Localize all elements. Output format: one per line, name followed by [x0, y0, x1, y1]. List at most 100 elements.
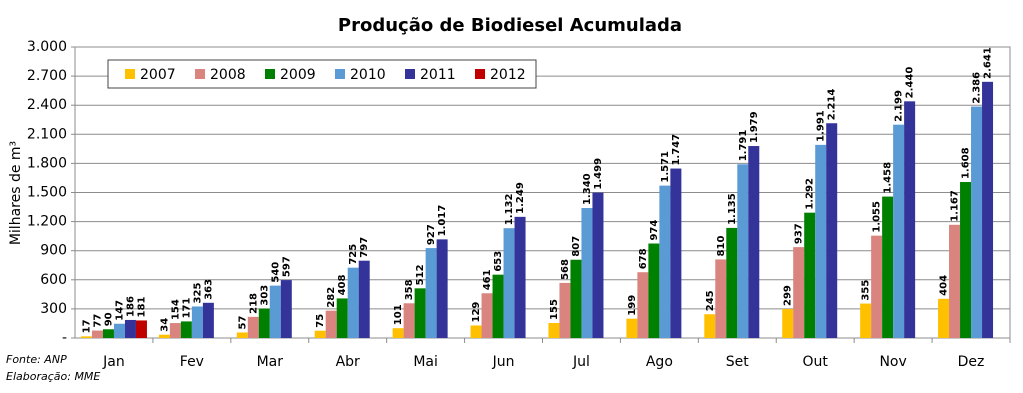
data-label: 355 — [861, 280, 872, 301]
data-label: 101 — [393, 304, 404, 325]
bar — [124, 319, 136, 338]
legend-label: 2010 — [350, 67, 386, 83]
bar — [191, 306, 203, 338]
x-tick-label: Dez — [958, 354, 985, 370]
data-label: 937 — [794, 223, 805, 244]
legend-swatch — [265, 69, 275, 79]
bar — [392, 328, 404, 338]
legend-label: 2007 — [140, 67, 176, 83]
legend-swatch — [475, 69, 485, 79]
bar — [91, 330, 103, 338]
y-axis-label: Milhares de m³ — [8, 141, 24, 245]
bar — [793, 247, 805, 338]
bar — [325, 310, 337, 338]
data-label: 2.199 — [894, 90, 905, 122]
bar — [180, 321, 192, 338]
data-label: 540 — [270, 262, 281, 283]
legend-label: 2012 — [490, 67, 526, 83]
bar — [403, 303, 415, 338]
data-label: 725 — [348, 244, 359, 265]
bar — [347, 267, 359, 338]
x-tick-label: Fev — [180, 354, 204, 370]
data-label: 1.791 — [738, 130, 749, 162]
bar — [748, 146, 760, 338]
bar — [202, 302, 214, 338]
bar — [659, 185, 671, 338]
data-label: 1.132 — [504, 194, 515, 226]
bar — [280, 280, 292, 338]
legend-swatch — [405, 69, 415, 79]
bar — [637, 272, 649, 338]
bar — [581, 208, 593, 338]
data-label: 77 — [92, 314, 103, 328]
data-label: 1.747 — [671, 134, 682, 166]
data-label: 2.641 — [983, 47, 994, 79]
data-label: 1.458 — [883, 162, 894, 194]
bar — [236, 332, 248, 338]
bar — [815, 144, 827, 338]
bar — [548, 322, 560, 338]
x-tick-label: Ago — [646, 354, 673, 370]
bar — [670, 168, 682, 338]
data-label: 653 — [493, 251, 504, 272]
data-label: 678 — [638, 248, 649, 269]
data-label: 512 — [415, 264, 426, 285]
bar — [559, 282, 571, 338]
bar — [80, 336, 92, 338]
bar — [804, 212, 816, 338]
legend-swatch — [335, 69, 345, 79]
legend-label: 2011 — [420, 67, 456, 83]
data-label: 17 — [81, 319, 92, 333]
y-tick-label: - — [62, 330, 67, 346]
x-tick-label: Out — [803, 354, 829, 370]
bar — [860, 303, 872, 338]
data-label: 129 — [471, 302, 482, 323]
data-label: 408 — [337, 275, 348, 296]
y-tick-label: 600 — [40, 272, 67, 288]
data-label: 1.167 — [950, 190, 961, 222]
bar — [169, 323, 181, 338]
y-tick-label: 1.800 — [27, 155, 67, 171]
bar — [514, 216, 526, 338]
x-tick-label: Jan — [102, 354, 125, 370]
y-tick-label: 2.700 — [27, 68, 67, 84]
bar — [102, 329, 114, 338]
bar — [938, 298, 950, 338]
bar — [336, 298, 348, 338]
data-label: 282 — [326, 287, 337, 308]
data-label: 1.249 — [515, 182, 526, 214]
x-tick-label: Set — [726, 354, 750, 370]
data-label: 404 — [939, 275, 950, 296]
bar — [414, 288, 426, 338]
data-label: 1.979 — [749, 111, 760, 143]
bar — [113, 323, 125, 338]
bar — [492, 274, 504, 338]
bar — [503, 228, 515, 338]
data-label: 299 — [783, 285, 794, 306]
bar — [570, 259, 582, 338]
data-label: 186 — [125, 296, 136, 317]
bar — [949, 224, 961, 338]
bar — [871, 235, 883, 338]
legend-swatch — [125, 69, 135, 79]
data-label: 1.017 — [437, 205, 448, 237]
legend-swatch — [195, 69, 205, 79]
bar — [882, 196, 894, 338]
data-label: 568 — [560, 259, 571, 280]
data-label: 1.292 — [805, 178, 816, 210]
data-label: 1.571 — [660, 151, 671, 183]
data-label: 807 — [571, 236, 582, 257]
legend-label: 2009 — [280, 67, 316, 83]
data-label: 461 — [482, 269, 493, 290]
data-label: 2.440 — [905, 67, 916, 99]
data-label: 325 — [192, 283, 203, 304]
data-label: 57 — [237, 316, 248, 330]
data-label: 797 — [359, 237, 370, 258]
bar — [737, 164, 749, 338]
bar — [470, 325, 482, 338]
legend-box — [107, 59, 537, 89]
data-label: 1.135 — [727, 193, 738, 225]
data-label: 1.340 — [582, 173, 593, 205]
data-label: 597 — [281, 256, 292, 277]
